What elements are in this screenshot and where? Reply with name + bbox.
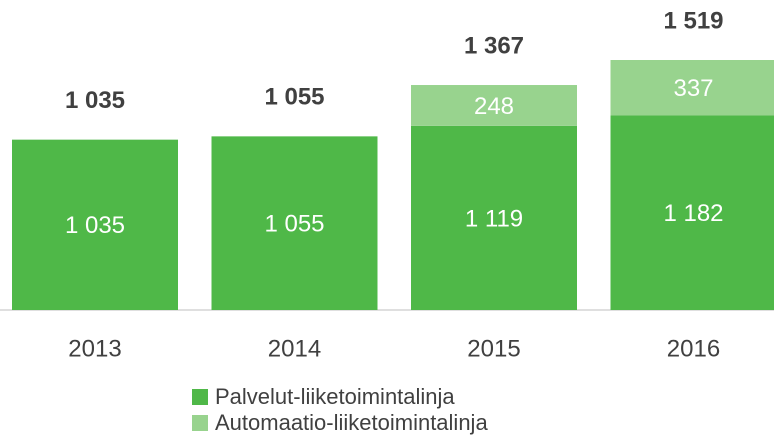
x-tick-label: 2014 <box>268 335 321 362</box>
value-label: 1 055 <box>264 211 324 238</box>
bar-segment <box>610 60 774 116</box>
value-label: 248 <box>474 93 514 120</box>
legend-swatch <box>192 415 208 431</box>
bar-segment <box>610 115 774 311</box>
total-label: 1 035 <box>65 87 125 114</box>
total-label: 1 367 <box>464 32 524 59</box>
value-label: 1 182 <box>663 200 723 227</box>
value-label: 337 <box>673 75 713 102</box>
bar-segment <box>411 125 577 310</box>
bar-segment <box>411 85 577 126</box>
legend-swatch <box>192 389 208 405</box>
value-label: 1 035 <box>65 212 125 239</box>
legend-label: Palvelut-liiketoimintalinja <box>215 384 455 409</box>
value-label: 1 119 <box>465 205 523 232</box>
x-tick-label: 2015 <box>467 335 520 362</box>
total-label: 1 055 <box>264 84 324 111</box>
total-label: 1 519 <box>663 7 723 34</box>
x-tick-label: 2016 <box>667 335 720 362</box>
bar-segment <box>12 139 178 310</box>
legend-label: Automaatio-liiketoimintalinja <box>215 410 488 435</box>
x-tick-label: 2013 <box>68 335 121 362</box>
bar-segment <box>211 136 378 310</box>
